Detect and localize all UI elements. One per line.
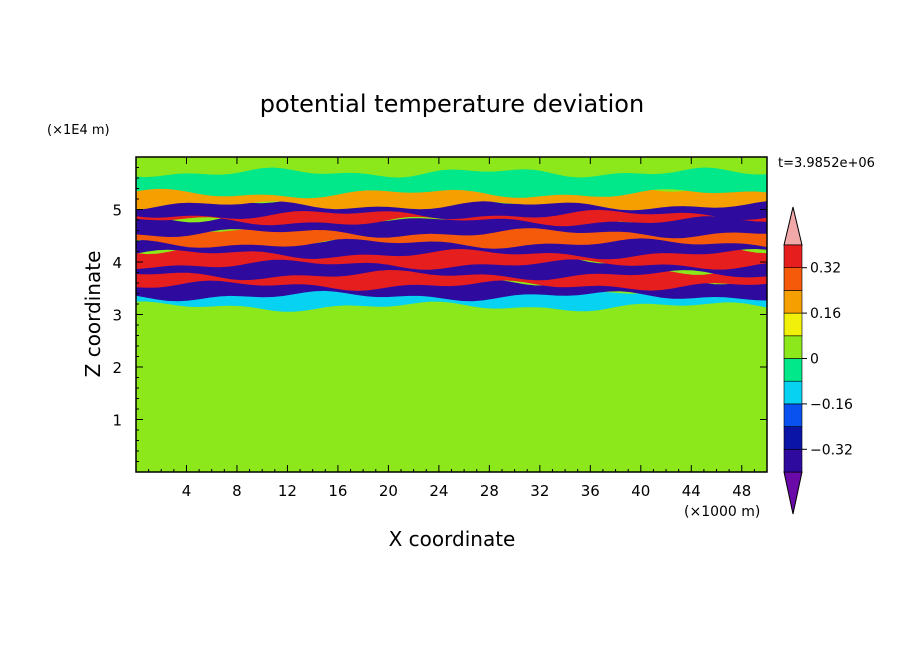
y-tick-label: 3 xyxy=(112,307,122,325)
contour-band xyxy=(136,407,767,437)
contour-band xyxy=(136,254,767,281)
y-tick-label: 4 xyxy=(112,254,122,272)
colorbar-segment xyxy=(783,290,803,314)
colorbar-segment xyxy=(783,244,803,269)
x-tick-label: 28 xyxy=(480,482,499,500)
x-tick-label: 24 xyxy=(429,482,448,500)
contour-band xyxy=(136,326,767,356)
colorbar-label: 0 xyxy=(810,352,819,368)
colorbar-label: 0.32 xyxy=(810,261,841,277)
colorbar-extend-bottom xyxy=(783,471,803,515)
colorbar-segment xyxy=(783,448,803,473)
y-axis-label: Z coordinate xyxy=(81,251,105,378)
x-tick-label: 40 xyxy=(631,482,650,500)
x-tick-label: 4 xyxy=(182,482,192,500)
contour-band xyxy=(136,441,767,471)
colorbar-label: 0.16 xyxy=(810,306,841,322)
x-tick-label: 48 xyxy=(732,482,751,500)
colorbar-segment xyxy=(783,426,803,450)
y-tick-label: 2 xyxy=(112,359,122,377)
x-axis: 4 8 12 16 20 24 28 32 36 40 44 48 xyxy=(148,157,755,500)
contour-field xyxy=(136,157,767,472)
colorbar-segment xyxy=(783,358,803,382)
x-tick-label: 8 xyxy=(232,482,242,500)
colorbar-label: −0.16 xyxy=(810,397,853,413)
x-tick-label: 16 xyxy=(328,482,347,500)
colorbar-label: −0.32 xyxy=(810,442,853,458)
chart-title: potential temperature deviation xyxy=(260,90,644,118)
colorbar-extend-top xyxy=(783,206,803,246)
contour-band xyxy=(136,167,767,199)
y-tick-label: 1 xyxy=(112,412,122,430)
contour-band xyxy=(136,378,767,408)
colorbar-segment xyxy=(783,312,803,337)
y-axis: 1 2 3 4 5 xyxy=(112,167,767,462)
colorbar-segment xyxy=(783,335,803,359)
y-unit-label: (×1E4 m) xyxy=(47,123,110,138)
colorbar-segment xyxy=(783,403,803,427)
colorbar-segment xyxy=(783,380,803,405)
colorbar: 0.32 0.16 0 −0.16 −0.32 xyxy=(783,206,853,515)
time-label: t=3.9852e+06 xyxy=(778,156,875,171)
x-unit-label: (×1000 m) xyxy=(684,504,760,520)
y-tick-label: 5 xyxy=(112,202,122,220)
x-axis-label: X coordinate xyxy=(389,527,516,551)
x-tick-label: 36 xyxy=(581,482,600,500)
colorbar-segment xyxy=(783,267,803,291)
x-tick-label: 12 xyxy=(278,482,297,500)
x-tick-label: 20 xyxy=(379,482,398,500)
x-tick-label: 44 xyxy=(682,482,701,500)
contour-band xyxy=(136,352,767,382)
x-tick-label: 32 xyxy=(530,482,549,500)
